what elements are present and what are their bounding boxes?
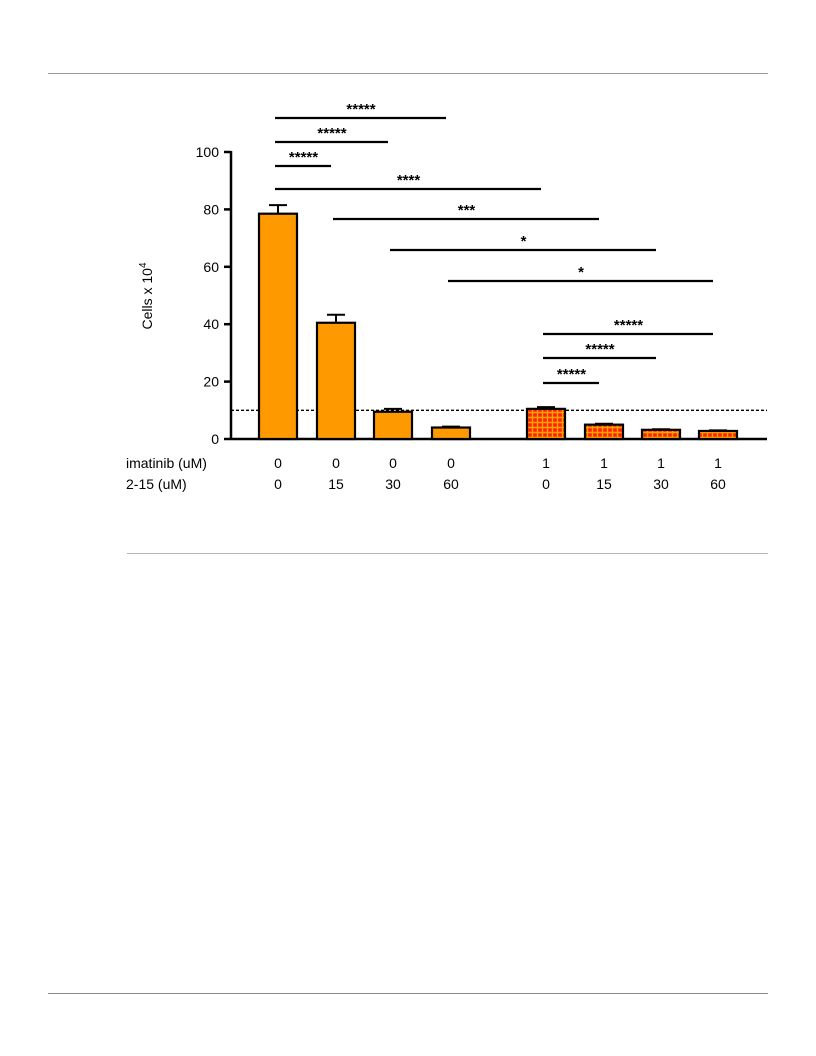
- imatinib-label-2: 0: [389, 455, 397, 471]
- bar-7: [697, 429, 739, 441]
- bar-1: [315, 321, 357, 441]
- row-label-imatinib: imatinib (uM): [126, 455, 207, 471]
- significance-stars-3: ****: [397, 172, 421, 189]
- y-tick-label-80: 80: [203, 201, 219, 217]
- y-tick-label-100: 100: [196, 144, 220, 160]
- imatinib-label-0: 0: [274, 455, 282, 471]
- significance-stars-5: *: [521, 233, 527, 250]
- significance-stars-6: *: [578, 264, 584, 281]
- bar-4: [525, 407, 567, 441]
- imatinib-label-1: 0: [332, 455, 340, 471]
- significance-stars-1: *****: [317, 125, 346, 142]
- dose-label-1: 15: [328, 476, 344, 492]
- imatinib-label-7: 1: [714, 455, 722, 471]
- dose-label-5: 15: [596, 476, 612, 492]
- bar-3: [430, 426, 472, 441]
- y-axis-label: Cells x 104: [138, 262, 155, 329]
- imatinib-label-3: 0: [447, 455, 455, 471]
- dose-label-4: 0: [542, 476, 550, 492]
- dose-label-7: 60: [710, 476, 726, 492]
- y-tick-label-40: 40: [203, 316, 219, 332]
- row-label-dose: 2-15 (uM): [126, 476, 187, 492]
- header-rule: [48, 73, 768, 74]
- dose-label-6: 30: [653, 476, 669, 492]
- bar-5: [583, 423, 625, 441]
- significance-stars-7: *****: [614, 317, 643, 334]
- significance-stars-0: *****: [346, 101, 375, 118]
- footer-rule: [48, 993, 768, 994]
- significance-brackets: ***************************************: [275, 101, 713, 385]
- dose-label-3: 60: [443, 476, 459, 492]
- imatinib-label-5: 1: [600, 455, 608, 471]
- figure-rule: [127, 553, 768, 554]
- significance-stars-8: *****: [585, 341, 614, 358]
- y-axis-label-text: Cells x 10: [139, 268, 155, 330]
- y-tick-label-0: 0: [211, 431, 219, 447]
- bars: [257, 204, 739, 441]
- dose-label-2: 30: [385, 476, 401, 492]
- significance-stars-9: *****: [557, 366, 586, 383]
- x-axis-labels: 0 0 0 15 0 30 0 60 1 0 1 15 1 30 1 60 imatinib (uM) 2-15 …: [126, 455, 726, 492]
- bar-6: [640, 428, 682, 441]
- bar-0: [257, 212, 299, 441]
- dose-label-0: 0: [274, 476, 282, 492]
- significance-stars-4: ***: [458, 202, 476, 219]
- y-tick-label-20: 20: [203, 374, 219, 390]
- imatinib-label-6: 1: [657, 455, 665, 471]
- significance-stars-2: *****: [289, 149, 318, 166]
- y-tick-label-60: 60: [203, 259, 219, 275]
- imatinib-label-4: 1: [542, 455, 550, 471]
- y-axis-label-superscript: 4: [138, 262, 149, 268]
- bar-2: [372, 410, 414, 441]
